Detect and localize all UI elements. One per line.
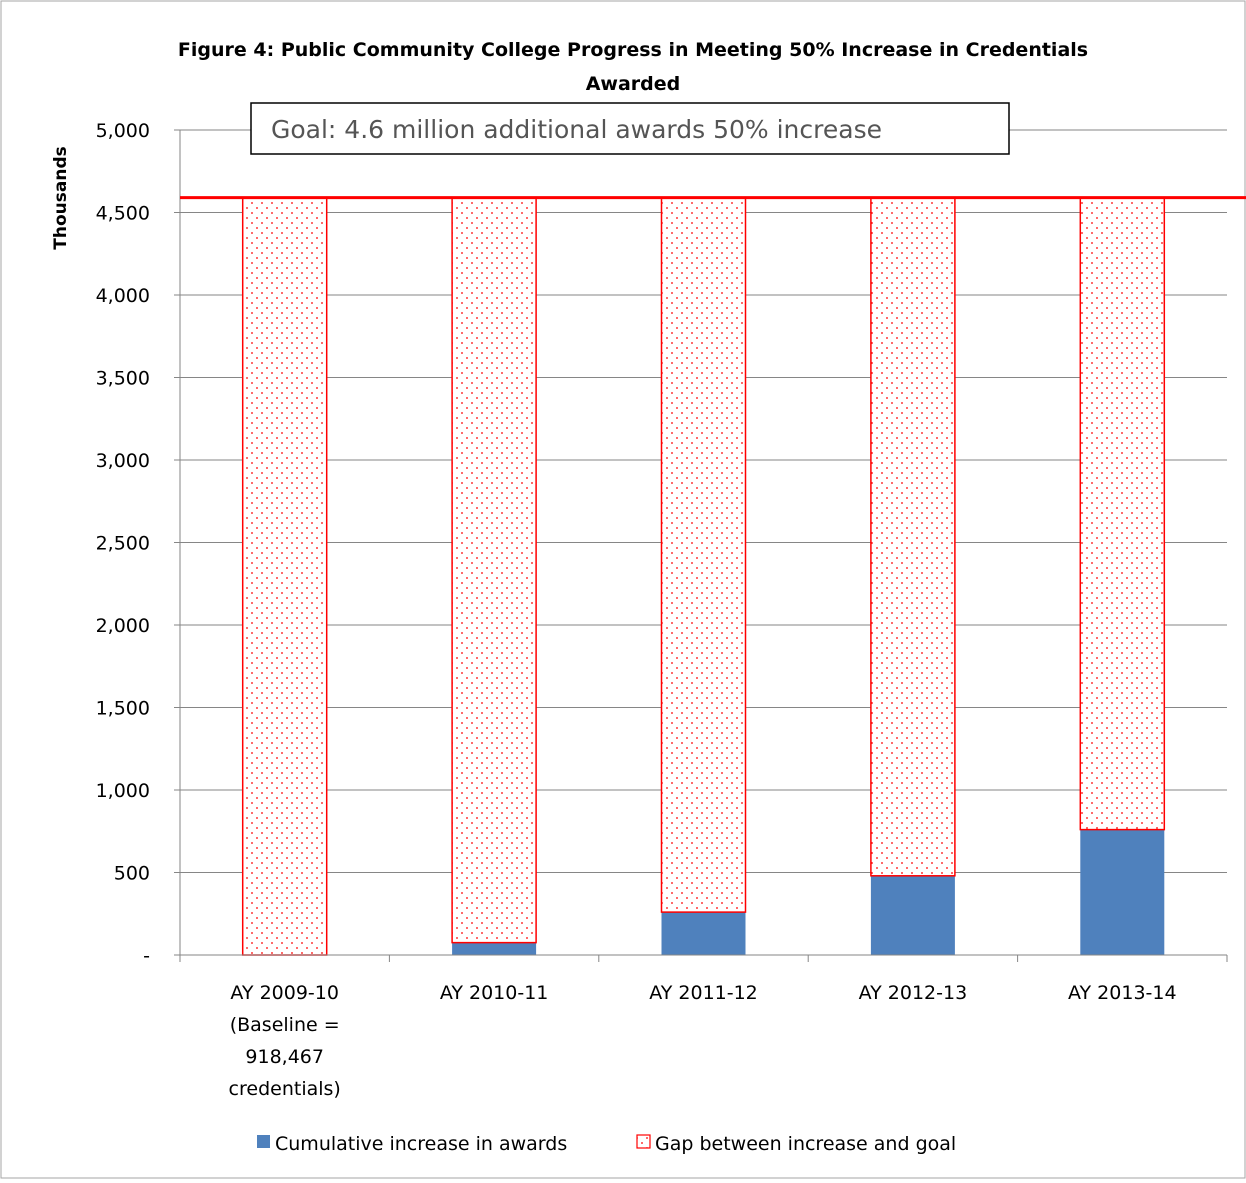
y-tick-label: 2,500 — [96, 533, 150, 555]
y-tick-label: 4,500 — [96, 203, 150, 225]
y-tick-label: 1,500 — [96, 698, 150, 720]
bars — [241, 196, 1166, 956]
chart-title-line1: Figure 4: Public Community College Progr… — [178, 39, 1088, 61]
y-axis-ticks: - 500 1,000 1,500 2,000 2,500 3,000 3,500 4,000 4… — [96, 120, 180, 967]
bar-gap — [660, 196, 747, 913]
y-tick-label: - — [143, 945, 150, 967]
goal-annotation-box — [250, 102, 1010, 155]
x-tick-label: AY 2010-11 — [440, 982, 549, 1004]
bar-cumulative — [1080, 829, 1165, 955]
legend-label-gap: Gap between increase and goal — [655, 1133, 956, 1155]
x-tick-label: AY 2009-10 — [230, 982, 339, 1004]
legend-swatch-cumulative — [257, 1135, 270, 1148]
x-tick-label: credentials) — [229, 1078, 341, 1100]
bar-gap — [451, 196, 537, 944]
y-tick-label: 2,000 — [96, 615, 150, 637]
x-tick-label: AY 2012-13 — [859, 982, 968, 1004]
goal-annotation-text: Goal: 4.6 million additional awards 50% … — [271, 115, 882, 144]
x-tick-label: 918,467 — [245, 1046, 324, 1068]
y-tick-label: 4,000 — [96, 285, 150, 307]
x-tick-label: AY 2013-14 — [1068, 982, 1177, 1004]
y-tick-label: 1,000 — [96, 780, 150, 802]
bar-gap — [870, 196, 956, 877]
legend-swatch-gap — [636, 1134, 651, 1149]
bar-cumulative — [870, 875, 955, 955]
axes — [179, 130, 1228, 962]
y-tick-label: 3,500 — [96, 368, 150, 390]
x-axis-labels: AY 2009-10 (Baseline = 918,467 credentials)… — [229, 982, 1177, 1100]
x-tick-label: AY 2011-12 — [649, 982, 758, 1004]
bar-cumulative — [661, 912, 746, 955]
bar-gap — [1079, 196, 1166, 831]
legend-label-cumulative: Cumulative increase in awards — [275, 1133, 567, 1155]
bar-cumulative — [452, 942, 537, 955]
legend: Cumulative increase in awards Gap betwee… — [257, 1133, 956, 1155]
y-axis-label: Thousands — [51, 146, 71, 249]
bar-gap — [241, 196, 328, 956]
y-tick-label: 500 — [114, 863, 150, 885]
y-tick-label: 3,000 — [96, 450, 150, 472]
x-tick-label: (Baseline = — [230, 1014, 340, 1036]
y-tick-label: 5,000 — [96, 120, 150, 142]
chart-title-line2: Awarded — [586, 73, 681, 95]
